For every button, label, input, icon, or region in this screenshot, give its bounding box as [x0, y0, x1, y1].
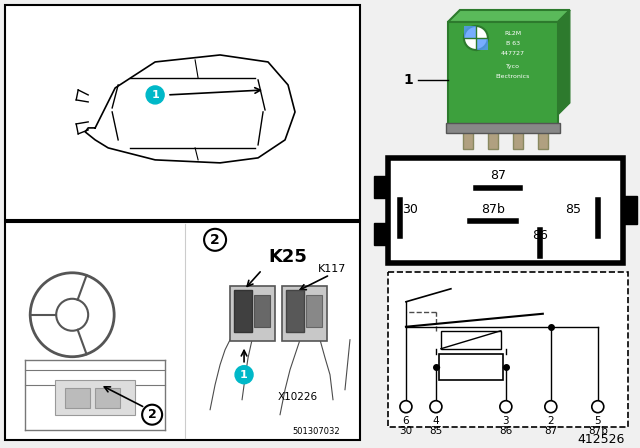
Text: 1: 1 [151, 90, 159, 100]
Bar [374, 176, 388, 198]
Text: K117: K117 [318, 264, 346, 274]
Text: K25: K25 [268, 248, 307, 266]
Bar [623, 196, 637, 224]
Bar [5, 222, 360, 439]
Bar [95, 388, 120, 408]
Text: 2: 2 [547, 416, 554, 426]
Circle shape [592, 401, 604, 413]
Circle shape [464, 26, 488, 50]
Text: 87b: 87b [481, 203, 505, 216]
Text: 447727: 447727 [501, 51, 525, 56]
Text: 4: 4 [433, 416, 439, 426]
Circle shape [142, 405, 162, 425]
Bar [488, 127, 498, 149]
Text: 1: 1 [240, 370, 248, 380]
Bar [282, 286, 327, 341]
Bar [538, 127, 548, 149]
Text: B 63: B 63 [506, 41, 520, 46]
Bar [234, 290, 252, 332]
Text: 2: 2 [148, 408, 157, 421]
Circle shape [146, 86, 164, 104]
Text: 3: 3 [502, 416, 509, 426]
Bar [464, 26, 476, 38]
Text: 85: 85 [565, 203, 581, 216]
Text: Tyco: Tyco [506, 64, 520, 69]
Bar [476, 38, 488, 50]
Text: 86: 86 [532, 229, 548, 242]
Text: 5: 5 [595, 416, 601, 426]
Bar [448, 22, 558, 127]
Text: 30: 30 [399, 426, 413, 435]
Bar [5, 5, 360, 220]
Bar [463, 127, 473, 149]
Text: RL2M: RL2M [504, 31, 522, 36]
Bar [513, 127, 523, 149]
Bar [65, 388, 90, 408]
Bar [374, 223, 388, 245]
Text: 6: 6 [403, 416, 409, 426]
Bar [230, 286, 275, 341]
Text: 501307032: 501307032 [292, 426, 340, 435]
Bar [388, 158, 623, 263]
Bar [286, 290, 304, 332]
Circle shape [500, 401, 512, 413]
Text: 85: 85 [429, 426, 442, 435]
Bar [55, 380, 135, 415]
Circle shape [545, 401, 557, 413]
Text: 30: 30 [402, 203, 418, 216]
Text: Electronics: Electronics [495, 74, 530, 79]
Circle shape [204, 229, 226, 251]
Bar [306, 295, 322, 327]
Text: 2: 2 [210, 233, 220, 247]
Circle shape [430, 401, 442, 413]
Polygon shape [448, 10, 570, 22]
Text: 87: 87 [490, 169, 506, 182]
Circle shape [400, 401, 412, 413]
Text: 87: 87 [544, 426, 557, 435]
Text: 412526: 412526 [577, 433, 625, 446]
Bar [441, 331, 501, 349]
Polygon shape [558, 10, 570, 115]
Text: 87b: 87b [588, 426, 608, 435]
Bar [446, 123, 560, 133]
Bar [439, 354, 503, 380]
Bar [388, 272, 628, 426]
Text: 1: 1 [403, 73, 413, 87]
Text: 86: 86 [499, 426, 513, 435]
Bar [254, 295, 270, 327]
Circle shape [235, 366, 253, 383]
Text: X10226: X10226 [278, 392, 318, 402]
